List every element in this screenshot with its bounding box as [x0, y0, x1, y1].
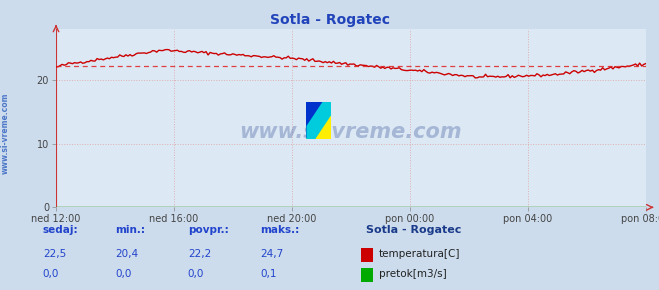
Text: 0,0: 0,0 [43, 269, 59, 279]
Text: 24,7: 24,7 [260, 249, 283, 259]
Text: www.si-vreme.com: www.si-vreme.com [1, 93, 10, 174]
Text: min.:: min.: [115, 225, 146, 235]
Text: povpr.:: povpr.: [188, 225, 229, 235]
Text: 20,4: 20,4 [115, 249, 138, 259]
Polygon shape [306, 102, 331, 139]
Text: Sotla - Rogatec: Sotla - Rogatec [366, 225, 461, 235]
Text: Sotla - Rogatec: Sotla - Rogatec [270, 13, 389, 27]
Polygon shape [306, 102, 331, 139]
Text: 22,5: 22,5 [43, 249, 66, 259]
Text: 0,0: 0,0 [188, 269, 204, 279]
Text: sedaj:: sedaj: [43, 225, 78, 235]
Text: maks.:: maks.: [260, 225, 300, 235]
Polygon shape [306, 102, 331, 139]
Text: temperatura[C]: temperatura[C] [379, 249, 461, 259]
Text: www.si-vreme.com: www.si-vreme.com [240, 122, 462, 142]
Text: pretok[m3/s]: pretok[m3/s] [379, 269, 447, 279]
Text: 0,1: 0,1 [260, 269, 277, 279]
Text: 22,2: 22,2 [188, 249, 211, 259]
Text: 0,0: 0,0 [115, 269, 132, 279]
